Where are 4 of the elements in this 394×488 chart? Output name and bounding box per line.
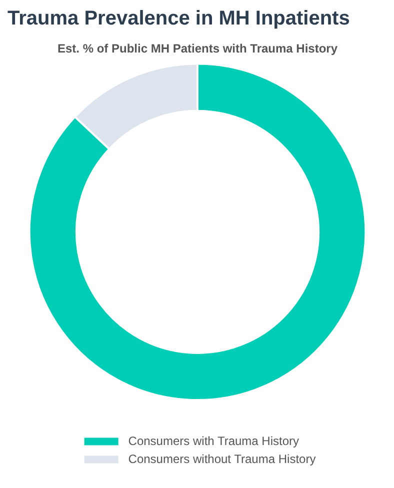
chart-title: Trauma Prevalence in MH Inpatients xyxy=(8,8,350,30)
legend-label: Consumers with Trauma History xyxy=(128,434,300,448)
chart-subtitle: Est. % of Public MH Patients with Trauma History xyxy=(57,42,338,56)
legend-label: Consumers without Trauma History xyxy=(128,452,316,466)
